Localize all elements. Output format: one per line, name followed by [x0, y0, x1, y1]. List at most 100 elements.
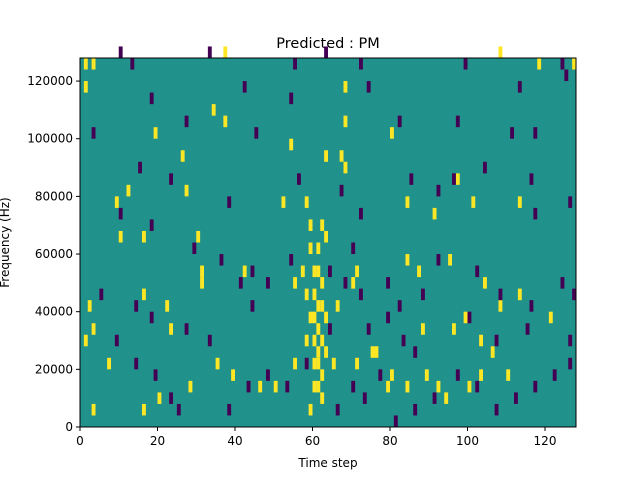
heatmap-cell-low	[572, 288, 576, 301]
heatmap-cell-low	[409, 173, 414, 185]
heatmap-cell-high	[335, 300, 340, 312]
heatmap-cell-high	[316, 380, 321, 393]
heatmap-cell-low	[366, 81, 371, 93]
heatmap-cell-high	[312, 380, 317, 393]
heatmap-cell-high	[324, 230, 328, 243]
heatmap-cell-high	[463, 311, 468, 324]
heatmap-cell-high	[165, 300, 170, 312]
heatmap-cell-low	[254, 127, 259, 139]
heatmap-cell-low	[304, 357, 309, 370]
y-tick-label: 60000	[35, 247, 73, 261]
heatmap-cell-high	[308, 311, 313, 324]
heatmap-cell-low	[436, 184, 441, 197]
heatmap-cells	[83, 46, 576, 427]
heatmap-cell-high	[231, 369, 235, 381]
heatmap-cell-low	[238, 277, 243, 289]
heatmap-cell-high	[343, 81, 348, 93]
heatmap-cell-high	[324, 150, 328, 162]
heatmap-cell-high	[312, 288, 317, 301]
heatmap-cell-low	[297, 173, 301, 185]
heatmap-cell-high	[142, 403, 146, 416]
heatmap-cell-high	[432, 207, 437, 220]
heatmap-cell-high	[316, 357, 321, 370]
heatmap-cell-low	[359, 207, 363, 220]
heatmap-cell-low	[452, 173, 456, 185]
x-axis-label: Time step	[297, 456, 357, 470]
heatmap-cell-high	[83, 334, 88, 347]
heatmap-cell-high	[324, 346, 328, 358]
x-tick-label: 40	[227, 434, 242, 448]
heatmap-cell-high	[517, 196, 522, 208]
heatmap-cell-low	[529, 300, 534, 312]
heatmap-cell-low	[227, 196, 232, 208]
heatmap-cell-high	[157, 392, 162, 404]
heatmap-cell-high	[390, 127, 394, 139]
heatmap-cell-high	[479, 369, 483, 381]
heatmap-cell-low	[397, 300, 402, 312]
heatmap-cell-high	[223, 46, 228, 58]
heatmap-cell-low	[149, 92, 154, 105]
heatmap-cell-high	[436, 380, 441, 393]
heatmap-cell-high	[452, 323, 456, 335]
heatmap-cell-high	[331, 357, 336, 370]
heatmap-cell-low	[207, 334, 212, 347]
heatmap-cell-high	[490, 346, 495, 358]
heatmap-cell-high	[506, 369, 511, 381]
heatmap-cell-low	[494, 334, 499, 347]
y-axis-label: Frequency (Hz)	[0, 197, 12, 288]
heatmap-cell-high	[91, 403, 96, 416]
heatmap-cell-high	[405, 380, 410, 393]
heatmap-cell-high	[471, 196, 476, 208]
heatmap-cell-high	[107, 357, 111, 370]
heatmap-cell-high	[289, 138, 294, 151]
heatmap-cell-low	[560, 277, 565, 289]
heatmap-cell-high	[242, 265, 247, 278]
heatmap-cell-low	[525, 323, 530, 335]
heatmap-cell-low	[386, 277, 390, 289]
heatmap-cell-low	[533, 127, 538, 139]
heatmap-cell-high	[188, 380, 193, 393]
heatmap-cell-high	[444, 392, 449, 404]
heatmap-cell-high	[316, 323, 321, 335]
heatmap-cell-high	[293, 357, 297, 370]
heatmap-cell-low	[393, 415, 398, 427]
heatmap-cell-low	[293, 58, 297, 70]
heatmap-cell-high	[91, 323, 96, 335]
heatmap-cell-low	[366, 323, 371, 335]
heatmap-cell-low	[432, 392, 437, 404]
heatmap-cell-low	[339, 184, 344, 197]
heatmap-cell-low	[266, 277, 270, 289]
heatmap-cell-high	[370, 346, 375, 358]
heatmap-cell-low	[494, 403, 499, 416]
heatmap-cell-high	[184, 184, 189, 197]
heatmap-cell-high	[83, 58, 88, 70]
heatmap-cell-high	[312, 265, 317, 278]
heatmap-cell-high	[320, 334, 325, 347]
heatmap-cell-low	[227, 403, 232, 416]
heatmap-cell-high	[308, 403, 313, 416]
x-tick-label: 20	[150, 434, 165, 448]
heatmap-cell-high	[405, 254, 410, 266]
heatmap-cell-low	[351, 242, 356, 255]
heatmap-cell-high	[355, 357, 359, 370]
heatmap-cell-high	[320, 219, 325, 231]
heatmap-cell-high	[448, 254, 452, 266]
heatmap-cell-high	[537, 58, 542, 70]
heatmap-cell-low	[475, 265, 480, 278]
heatmap-cell-low	[463, 58, 468, 70]
heatmap-cell-high	[273, 380, 278, 393]
heatmap-cell-high	[87, 300, 92, 312]
heatmap-cell-low	[362, 392, 367, 404]
heatmap-cell-low	[153, 369, 158, 381]
heatmap-cell-high	[498, 46, 503, 58]
heatmap-cell-low	[130, 58, 135, 70]
heatmap-cell-low	[568, 357, 573, 370]
x-tick-label: 120	[534, 434, 557, 448]
heatmap-cell-low	[533, 207, 538, 220]
heatmap-cell-low	[184, 115, 189, 128]
heatmap-cell-high	[517, 288, 522, 301]
heatmap-cell-high	[320, 300, 325, 312]
heatmap-cell-low	[335, 403, 340, 416]
heatmap-cell-high	[83, 81, 88, 93]
heatmap-cell-low	[118, 207, 123, 220]
